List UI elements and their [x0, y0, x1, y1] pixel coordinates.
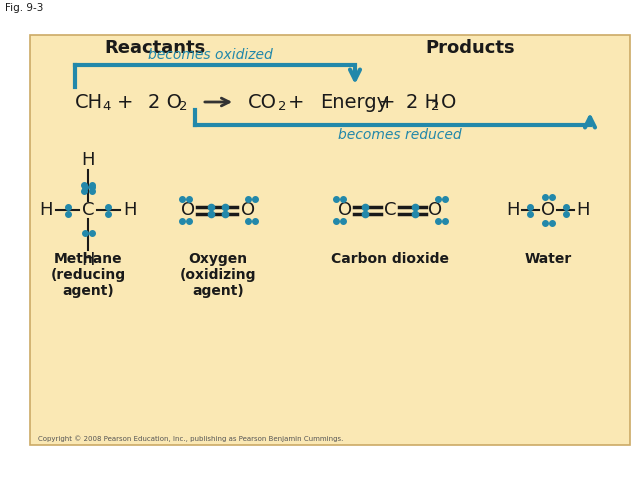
Text: Fig. 9-3: Fig. 9-3	[5, 3, 44, 13]
Text: CH: CH	[75, 93, 103, 111]
Text: 2 O: 2 O	[148, 93, 182, 111]
Text: 4: 4	[102, 100, 110, 113]
Text: O: O	[428, 201, 442, 219]
Text: H: H	[81, 251, 95, 269]
Text: Energy: Energy	[320, 93, 388, 111]
FancyBboxPatch shape	[30, 35, 630, 445]
Text: Products: Products	[425, 39, 515, 57]
Text: Methane
(reducing
agent): Methane (reducing agent)	[51, 252, 125, 299]
Text: Oxygen
(oxidizing
agent): Oxygen (oxidizing agent)	[180, 252, 256, 299]
Text: 2: 2	[431, 100, 440, 113]
Text: O: O	[241, 201, 255, 219]
Text: +: +	[379, 93, 396, 111]
Text: 2 H: 2 H	[406, 93, 439, 111]
Text: Water: Water	[524, 252, 572, 266]
Text: O: O	[338, 201, 352, 219]
Text: O: O	[181, 201, 195, 219]
Text: H: H	[39, 201, 52, 219]
Text: Copyright © 2008 Pearson Education, Inc., publishing as Pearson Benjamin Cumming: Copyright © 2008 Pearson Education, Inc.…	[38, 435, 344, 442]
Text: C: C	[384, 201, 396, 219]
Text: H: H	[576, 201, 589, 219]
Text: O: O	[541, 201, 555, 219]
Text: 2: 2	[278, 100, 287, 113]
Text: becomes oxidized: becomes oxidized	[148, 48, 273, 62]
Text: H: H	[81, 151, 95, 169]
Text: CO: CO	[248, 93, 277, 111]
Text: C: C	[82, 201, 94, 219]
Text: Reactants: Reactants	[104, 39, 205, 57]
Text: becomes reduced: becomes reduced	[338, 128, 462, 142]
Text: +: +	[116, 93, 133, 111]
Text: Carbon dioxide: Carbon dioxide	[331, 252, 449, 266]
Text: +: +	[288, 93, 304, 111]
Text: H: H	[506, 201, 520, 219]
Text: O: O	[441, 93, 456, 111]
Text: 2: 2	[179, 100, 188, 113]
Text: H: H	[124, 201, 137, 219]
